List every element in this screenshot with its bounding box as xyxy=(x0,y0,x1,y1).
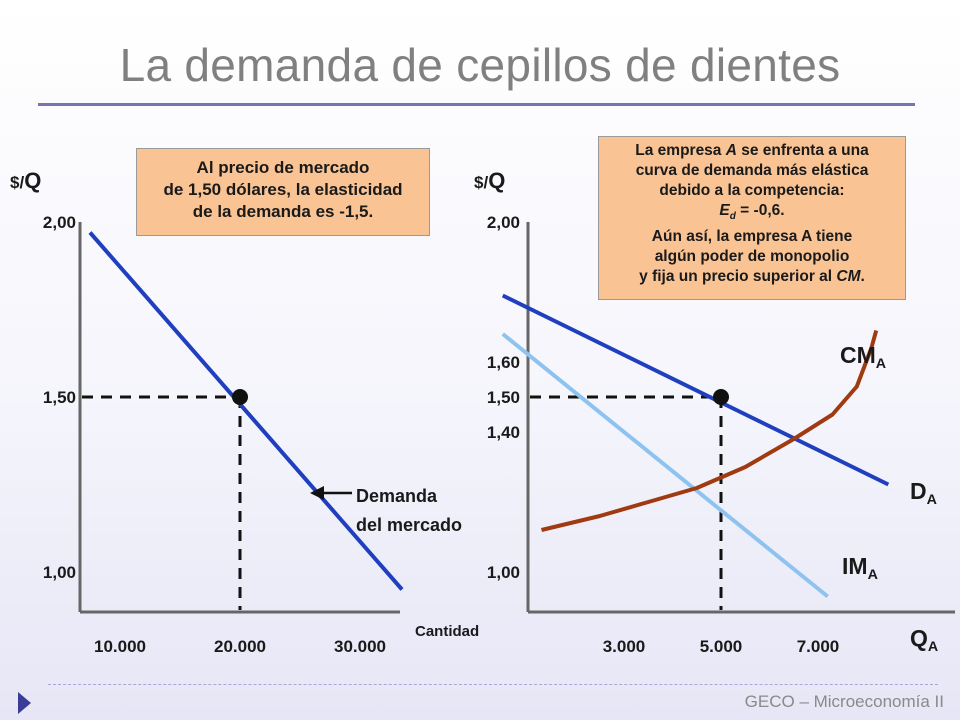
market-equilibrium-point xyxy=(232,389,248,405)
y-tick-label: 1,50 xyxy=(487,388,520,407)
note-left-line: de 1,50 dólares, la elasticidad xyxy=(163,180,403,199)
y-axis-label: $/Q xyxy=(10,168,41,193)
x-tick-label: 10.000 xyxy=(94,637,146,656)
y-tick-label: 1,50 xyxy=(43,388,76,407)
x-tick-label: 20.000 xyxy=(214,637,266,656)
note-left-line: de la demanda es -1,5. xyxy=(192,202,374,221)
demand-annotation-line: Demanda xyxy=(356,486,438,506)
firm-demand-line xyxy=(501,293,890,487)
play-arrow-icon xyxy=(18,692,31,714)
x-tick-label: 30.000 xyxy=(334,637,386,656)
x-axis-label: Cantidad xyxy=(415,623,479,640)
x-tick-label: 5.000 xyxy=(700,637,743,656)
y-tick-label: 1,00 xyxy=(487,563,520,582)
marginal-revenue-label: IMA xyxy=(842,553,878,583)
firm-equilibrium-point xyxy=(713,389,729,405)
note-right-line: curva de demanda más elástica xyxy=(635,162,869,179)
x-axis-label: QA xyxy=(910,625,938,655)
title-divider xyxy=(38,103,915,106)
note-right-line: La empresa A se enfrenta a una xyxy=(635,142,869,159)
note-left-line: Al precio de mercado xyxy=(196,158,370,177)
annotation-arrow-head xyxy=(310,486,324,500)
y-tick-label: 2,00 xyxy=(43,213,76,232)
y-axis-label: $/Q xyxy=(474,168,505,193)
x-tick-label: 3.000 xyxy=(603,637,646,656)
y-tick-label: 1,40 xyxy=(487,423,520,442)
footer-divider xyxy=(48,684,938,685)
note-right-line: Ed = -0,6. xyxy=(719,202,785,223)
note-right-line: Aún así, la empresa A tiene xyxy=(651,228,853,246)
page-title: La demanda de cepillos de dientes xyxy=(119,39,841,91)
y-tick-label: 2,00 xyxy=(487,213,520,232)
y-tick-label: 1,00 xyxy=(43,563,76,582)
note-firm-elasticity: La empresa A se enfrenta a una curva de … xyxy=(598,136,906,300)
note-market-elasticity: Al precio de mercado de 1,50 dólares, la… xyxy=(136,148,430,236)
marginal-cost-curve xyxy=(541,329,879,532)
demand-annotation-line: del mercado xyxy=(356,515,462,535)
marginal-revenue-line xyxy=(501,332,829,599)
note-right-line: algún poder de monopolio xyxy=(654,248,850,266)
note-right-line: y fija un precio superior al CM. xyxy=(639,268,865,286)
firm-demand-label: DA xyxy=(910,478,937,508)
footer-label: GECO – Microeconomía II xyxy=(744,692,944,711)
note-right-line: debido a la competencia: xyxy=(659,182,845,199)
market-demand-line xyxy=(88,231,404,591)
y-tick-label: 1,60 xyxy=(487,353,520,372)
marginal-cost-label: CMA xyxy=(840,342,886,372)
x-tick-label: 7.000 xyxy=(797,637,840,656)
